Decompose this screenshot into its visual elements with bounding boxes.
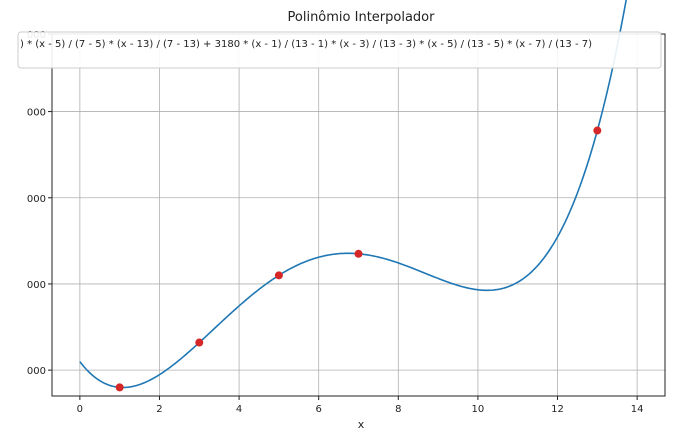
x-tick-label: 12 bbox=[551, 404, 564, 415]
data-point bbox=[115, 383, 124, 392]
x-axis-label: x bbox=[358, 418, 365, 431]
y-tick-label: 000 bbox=[27, 108, 46, 119]
y-tick-label: 000 bbox=[27, 280, 46, 291]
x-ticks: 0 2 4 6 8 10 12 14 bbox=[77, 396, 644, 415]
grid-lines bbox=[52, 33, 665, 396]
chart-title: Polinômio Interpolador bbox=[288, 10, 436, 25]
legend-label: ) * (x - 5) / (7 - 5) * (x - 13) / (7 - … bbox=[20, 39, 592, 50]
x-tick-label: 14 bbox=[631, 404, 644, 415]
data-point bbox=[274, 271, 283, 280]
x-tick-label: 0 bbox=[77, 404, 83, 415]
legend: ) * (x - 5) / (7 - 5) * (x - 13) / (7 - … bbox=[17, 31, 662, 69]
y-tick-label: 000 bbox=[27, 366, 46, 377]
data-point bbox=[593, 126, 602, 135]
y-ticks: 000000000000000 bbox=[27, 30, 52, 377]
data-point bbox=[354, 249, 363, 258]
x-tick-label: 2 bbox=[156, 404, 162, 415]
data-point bbox=[195, 338, 204, 347]
x-tick-label: 4 bbox=[236, 404, 242, 415]
x-tick-label: 10 bbox=[472, 404, 485, 415]
x-tick-label: 6 bbox=[316, 404, 322, 415]
plot-frame bbox=[51, 33, 666, 397]
data-points bbox=[115, 126, 602, 392]
legend-box bbox=[17, 31, 662, 69]
y-tick-label: 000 bbox=[27, 194, 46, 205]
x-tick-label: 8 bbox=[395, 404, 401, 415]
